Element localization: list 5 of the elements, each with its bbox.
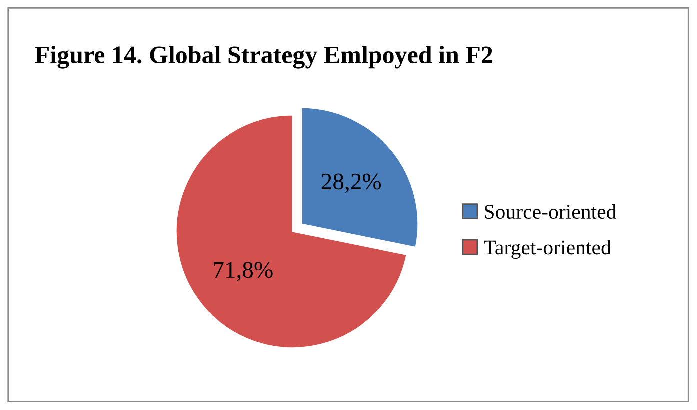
legend-label: Target-oriented (484, 240, 612, 260)
data-label: 71,8% (214, 262, 273, 282)
chart-title: Figure 14. Global Strategy Emlpoyed in F2 (35, 46, 492, 69)
data-label: 28,2% (322, 174, 382, 194)
legend-label: Source-oriented (485, 204, 616, 220)
